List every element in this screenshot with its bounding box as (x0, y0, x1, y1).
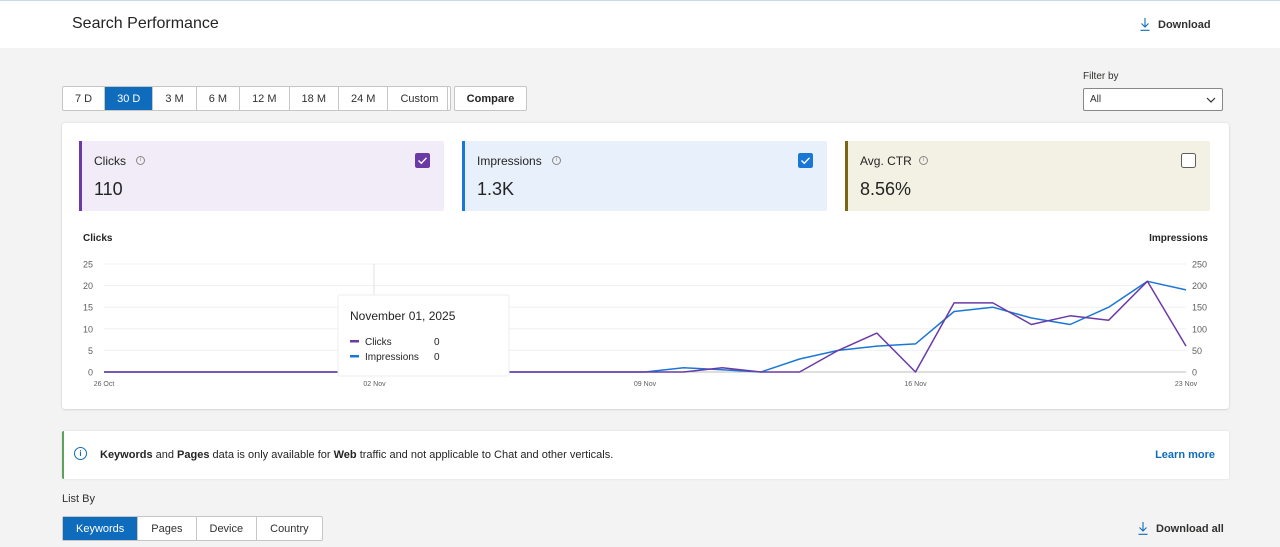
metric-value: 1.3K (477, 179, 515, 199)
learn-more-link[interactable]: Learn more (1155, 449, 1215, 461)
banner-text: Keywords and Pages data is only availabl… (100, 449, 614, 461)
tooltip-series-value: 0 (434, 337, 440, 348)
metric-value: 8.56% (860, 179, 912, 199)
download-icon (1138, 522, 1148, 535)
page-title: Search Performance (72, 15, 219, 32)
left-tick-label: 0 (88, 368, 93, 378)
left-tick-label: 25 (83, 260, 93, 270)
tooltip-series-name: Clicks (365, 337, 392, 348)
metric-accent-bar (79, 141, 82, 211)
tooltip-series-value: 0 (434, 352, 440, 363)
tab-keywords[interactable]: Keywords (63, 517, 139, 540)
info-icon: i (74, 447, 87, 460)
left-axis-title: Clicks (83, 233, 113, 244)
filter-value: All (1090, 94, 1102, 105)
x-tick-label: 02 Nov (363, 381, 386, 388)
range-3m-button[interactable]: 3 M (153, 87, 197, 110)
tooltip-date: November 01, 2025 (350, 309, 456, 323)
list-by-tabs: Keywords Pages Device Country (62, 516, 323, 541)
right-tick-label: 50 (1192, 346, 1202, 356)
metric-label: Impressions (477, 154, 542, 168)
performance-card: Clicks i 110 Impressions i 1.3K Avg. CTR… (62, 123, 1229, 409)
left-tick-label: 15 (83, 303, 93, 313)
tab-device[interactable]: Device (197, 517, 258, 540)
x-tick-label: 23 Nov (1175, 381, 1198, 388)
right-axis-title: Impressions (1149, 233, 1208, 244)
tab-country[interactable]: Country (270, 522, 309, 535)
right-tick-label: 100 (1192, 324, 1207, 334)
info-icon[interactable]: i (552, 156, 561, 165)
metric-card-clicks[interactable]: Clicks i 110 (79, 141, 444, 211)
left-tick-label: 10 (83, 324, 93, 334)
range-12m-button[interactable]: 12 M (240, 87, 290, 110)
tooltip-series-name: Impressions (365, 352, 419, 363)
top-border (0, 0, 1280, 1)
range-24m-button[interactable]: 24 M (339, 87, 389, 110)
download-label: Download (1158, 18, 1211, 31)
page-header: Search Performance Download (0, 1, 1280, 48)
x-tick-label: 09 Nov (634, 381, 657, 388)
range-18m-button[interactable]: 18 M (290, 87, 339, 110)
tooltip-box (337, 294, 510, 377)
metric-label: Avg. CTR (860, 154, 912, 168)
right-tick-label: 250 (1192, 260, 1207, 270)
tooltip-legend-swatch (350, 355, 359, 358)
left-tick-label: 5 (88, 346, 93, 356)
right-tick-label: 200 (1192, 281, 1207, 291)
avg-ctr-checkbox[interactable] (1181, 153, 1196, 168)
right-tick-label: 150 (1192, 303, 1207, 313)
x-tick-label: 16 Nov (904, 381, 927, 388)
download-icon (1140, 18, 1150, 31)
metric-card-avg-ctr[interactable]: Avg. CTR i 8.56% (845, 141, 1210, 211)
metric-value: 110 (94, 179, 123, 199)
filter-label: Filter by (1083, 71, 1119, 82)
tab-pages[interactable]: Pages (138, 517, 197, 540)
impressions-series-line (104, 280, 1187, 373)
clicks-series-line (104, 280, 1187, 373)
metric-accent-bar (462, 141, 465, 211)
filter-dropdown[interactable]: All (1083, 88, 1223, 111)
clicks-checkbox[interactable] (415, 153, 430, 168)
chevron-down-icon (1206, 97, 1216, 103)
range-30d-button[interactable]: 30 D (105, 87, 154, 110)
range-7d-button[interactable]: 7 D (63, 87, 106, 110)
download-all-label: Download all (1156, 522, 1224, 535)
range-custom-button[interactable]: Custom (400, 92, 439, 105)
left-tick-label: 20 (83, 281, 93, 291)
toolbar-divider (447, 86, 448, 111)
list-by-label: List By (62, 493, 96, 505)
tooltip-legend-swatch (350, 340, 359, 343)
download-button[interactable]: Download (1140, 18, 1211, 31)
info-banner: i Keywords and Pages data is only availa… (62, 431, 1229, 479)
impressions-checkbox[interactable] (798, 153, 813, 168)
date-range-selector: 7 D 30 D 3 M 6 M 12 M 18 M 24 M Custom (62, 86, 452, 111)
compare-button[interactable]: Compare (454, 86, 527, 111)
download-all-button[interactable]: Download all (1138, 522, 1224, 535)
right-tick-label: 0 (1192, 368, 1197, 378)
metric-card-impressions[interactable]: Impressions i 1.3K (462, 141, 827, 211)
x-tick-label: 26 Oct (94, 381, 115, 388)
performance-line-chart[interactable]: Clicks Impressions 25 250 20 200 15 150 10 100 5 50… (62, 123, 1229, 409)
info-icon[interactable]: i (919, 156, 928, 165)
info-icon[interactable]: i (136, 156, 145, 165)
metric-accent-bar (845, 141, 848, 211)
metric-label: Clicks (94, 154, 126, 168)
range-6m-button[interactable]: 6 M (197, 87, 241, 110)
